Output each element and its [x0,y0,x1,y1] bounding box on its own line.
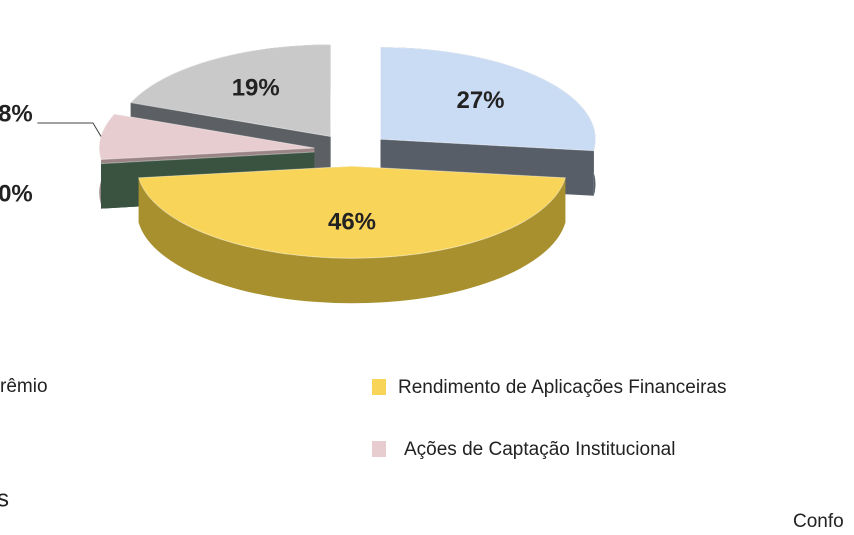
slice-side [138,177,566,304]
slice [129,44,332,138]
slice [100,151,315,165]
legend-label: rêmio [0,376,48,397]
legend-swatch [372,379,386,395]
legend-swatch [372,441,386,457]
legend-label: Ações de Captação Institucional [404,439,675,460]
data-label: 0% [0,180,33,207]
slice [98,113,315,161]
legend-label: Rendimento de Aplicações Financeiras [398,377,726,398]
data-label: 19% [232,75,280,102]
slice [380,46,596,152]
leader-line [37,122,102,137]
data-label: 8% [0,100,33,127]
data-label: 46% [328,209,376,236]
page-text: s [0,485,9,512]
page-text: Confo [793,511,844,532]
slice [138,165,566,259]
data-label: 27% [456,87,504,114]
